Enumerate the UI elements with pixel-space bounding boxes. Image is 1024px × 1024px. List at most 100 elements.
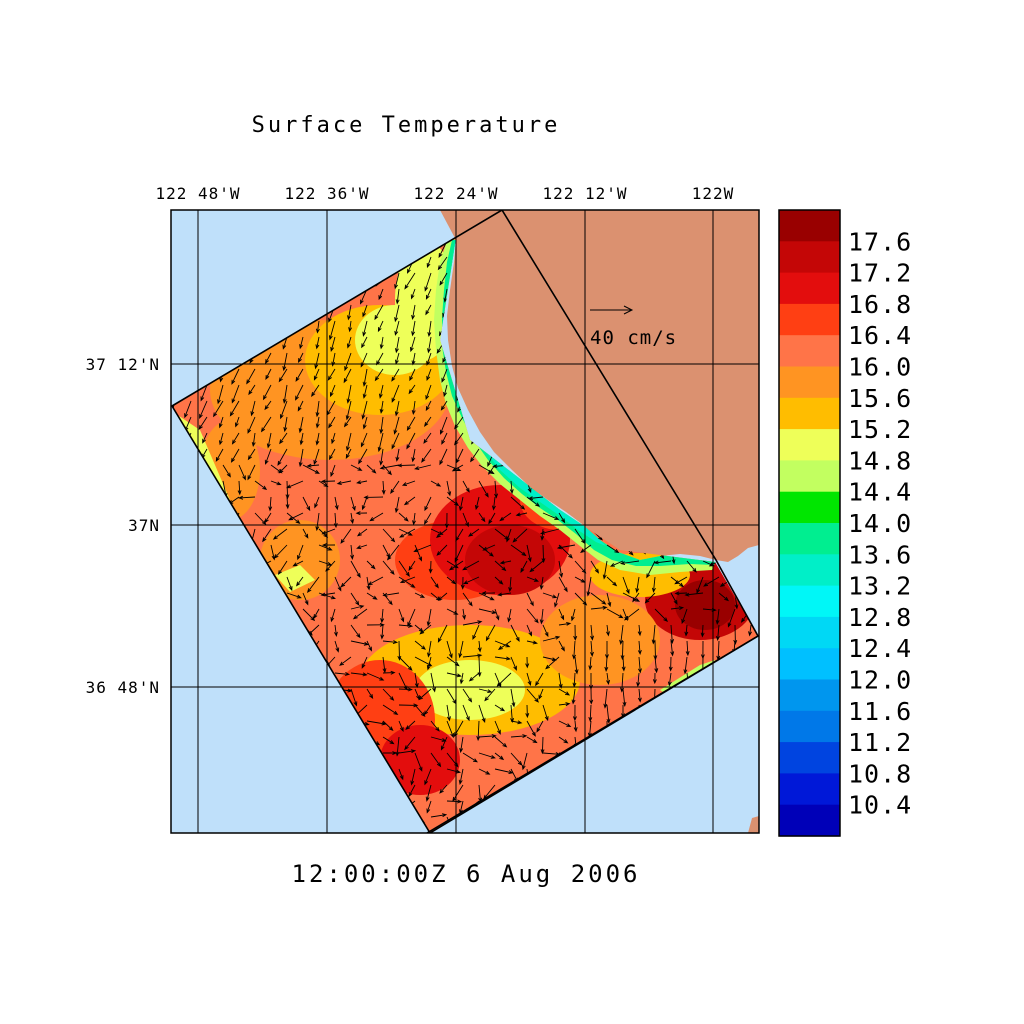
current-vector-arrow (366, 592, 378, 600)
current-vector-arrow (526, 832, 541, 833)
current-vector-arrow (568, 832, 576, 833)
current-vector-arrow (345, 448, 352, 460)
current-vector-arrow (512, 528, 528, 543)
current-vector-arrow (510, 704, 515, 724)
colorbar-label: 12.8 (848, 603, 912, 632)
current-vector-arrow (266, 432, 272, 449)
current-vector-arrow (174, 832, 187, 833)
current-vector-arrow (478, 512, 486, 523)
current-vector-arrow (619, 560, 640, 566)
current-vector-arrow (540, 528, 545, 541)
current-vector-arrow (496, 832, 512, 833)
current-vector-arrow (556, 544, 576, 550)
current-vector-arrow (696, 576, 704, 594)
current-vector-arrow (394, 304, 400, 323)
current-vector-arrow (670, 640, 675, 657)
current-vector-arrow (382, 464, 392, 476)
current-vector-arrow (330, 464, 336, 478)
current-vector-arrow (398, 623, 414, 628)
current-vector-arrow (439, 784, 448, 794)
current-vector-arrow (478, 608, 497, 615)
current-vector-arrow (263, 832, 272, 833)
current-vector-arrow (558, 560, 564, 579)
current-vector-arrow (510, 544, 527, 557)
current-vector-arrow (494, 576, 504, 585)
current-vector-arrow (395, 288, 400, 305)
current-vector-arrow (446, 576, 457, 585)
current-vector-arrow (540, 736, 545, 755)
current-vector-arrow (462, 512, 469, 528)
current-vector-arrow (366, 576, 371, 591)
lat-label: 36 48'N (86, 678, 160, 697)
current-vector-arrow (315, 416, 320, 429)
current-vector-arrow (606, 704, 611, 724)
current-vector-arrow (526, 608, 539, 624)
current-vector-arrow (683, 656, 688, 675)
current-vector-arrow (315, 432, 320, 446)
current-vector-arrow (426, 656, 432, 671)
current-vector-arrow (526, 688, 539, 703)
current-vector-arrow (494, 480, 499, 499)
current-vector-arrow (621, 656, 626, 672)
current-vector-arrow (246, 368, 256, 385)
current-vector-arrow (361, 336, 368, 349)
current-vector-arrow (334, 496, 339, 511)
current-vector-arrow (635, 576, 640, 594)
current-vector-arrow (425, 288, 432, 300)
current-vector-arrow (462, 560, 480, 571)
colorbar-label: 14.4 (848, 478, 912, 507)
current-vector-arrow (623, 608, 640, 621)
current-vector-arrow (446, 704, 451, 722)
colorbar-border (778, 209, 841, 837)
current-vector-arrow (321, 543, 336, 548)
current-vector-arrow (427, 336, 432, 354)
current-vector-arrow (238, 495, 256, 500)
current-vector-arrow (558, 688, 571, 696)
current-vector-arrow (218, 416, 224, 429)
current-vector-arrow (265, 368, 272, 381)
current-vector-arrow (619, 624, 624, 645)
colorbar-label: 17.6 (848, 227, 912, 256)
current-vector-arrow (654, 608, 669, 623)
current-vector-arrow (411, 320, 416, 337)
current-vector-arrow (478, 480, 489, 498)
current-vector-arrow (394, 336, 400, 354)
current-vector-arrow (362, 416, 368, 430)
current-vector-arrow (588, 704, 593, 723)
current-vector-arrow (446, 464, 462, 471)
current-vector-arrow (282, 352, 288, 372)
current-vector-arrow (426, 352, 432, 366)
current-vector-arrow (382, 832, 394, 833)
current-vector-arrow (406, 432, 416, 450)
colorbar-label: 15.2 (848, 415, 912, 444)
current-vector-arrow (542, 624, 549, 638)
current-vector-arrow (410, 768, 416, 786)
current-vector-arrow (667, 672, 672, 687)
current-vector-arrow (478, 752, 496, 759)
current-vector-arrow (606, 592, 612, 608)
colorbar-swatch (779, 804, 840, 837)
current-vector-arrow (718, 592, 729, 602)
current-vector-arrow (398, 528, 413, 536)
current-vector-arrow (535, 672, 544, 687)
current-vector-arrow (526, 640, 538, 645)
current-vector-arrow (369, 512, 384, 522)
current-vector-arrow (279, 400, 288, 420)
graticule (171, 210, 759, 833)
current-vector-arrow (414, 544, 422, 562)
current-vector-arrow (264, 400, 272, 411)
current-vector-arrow (510, 656, 517, 671)
current-vector-arrow (637, 640, 642, 656)
current-vector-arrow (436, 528, 448, 539)
current-vector-arrow (279, 432, 288, 445)
current-vector-arrow (646, 560, 656, 579)
current-vector-arrow (391, 368, 400, 382)
current-vector-arrow (430, 672, 436, 693)
current-vector-arrow (398, 749, 417, 754)
current-vector-arrow (344, 352, 352, 372)
current-vector-arrow (366, 720, 387, 726)
current-vector-arrow (430, 528, 444, 535)
current-vector-arrow (366, 640, 373, 652)
current-vector-arrow (295, 384, 304, 401)
